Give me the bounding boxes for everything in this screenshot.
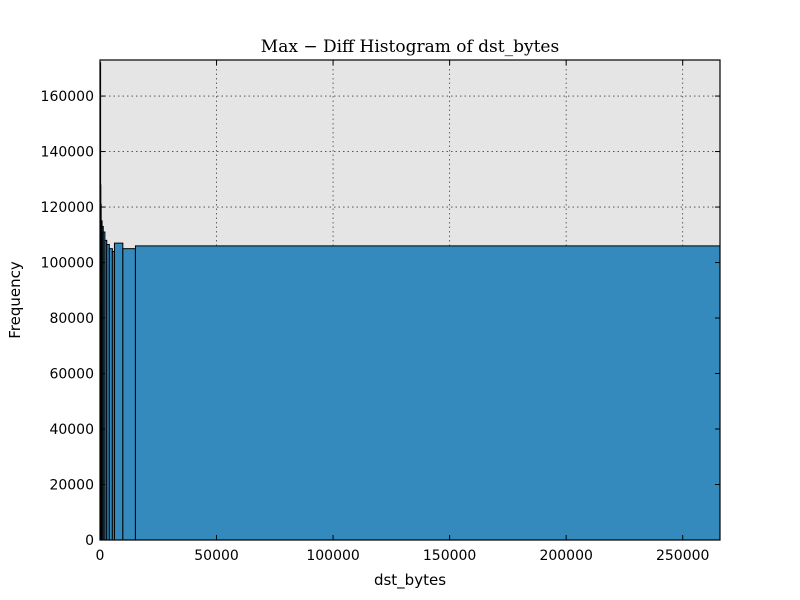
x-tick-label: 100000 xyxy=(306,548,359,564)
y-tick-label: 140000 xyxy=(41,145,94,161)
y-tick-label: 40000 xyxy=(49,422,94,438)
y-tick-label: 80000 xyxy=(49,311,94,327)
x-tick-label: 200000 xyxy=(539,548,592,564)
x-tick-label: 250000 xyxy=(656,548,709,564)
y-tick-label: 100000 xyxy=(41,256,94,272)
x-tick-label: 0 xyxy=(96,548,105,564)
x-tick-label: 150000 xyxy=(423,548,476,564)
chart-title: Max − Diff Histogram of dst_bytes xyxy=(261,37,559,57)
plot-frame xyxy=(99,59,721,541)
histogram-bar-10 xyxy=(113,242,124,541)
x-tick-label: 50000 xyxy=(194,548,239,564)
histogram-bar-11 xyxy=(122,248,136,541)
y-tick-label: 60000 xyxy=(49,367,94,383)
x-axis-label: dst_bytes xyxy=(374,571,446,590)
bars-layer xyxy=(99,62,721,541)
y-tick-label: 160000 xyxy=(41,89,94,105)
histogram-bar-12 xyxy=(134,245,721,541)
y-tick-label: 0 xyxy=(85,533,94,549)
y-tick-label: 20000 xyxy=(49,478,94,494)
y-tick-label: 120000 xyxy=(41,200,94,216)
ticks-layer: 0 50000 100000 150000 200000 250000 0 20000 4000… xyxy=(41,60,720,564)
y-axis-label: Frequency xyxy=(6,261,24,339)
